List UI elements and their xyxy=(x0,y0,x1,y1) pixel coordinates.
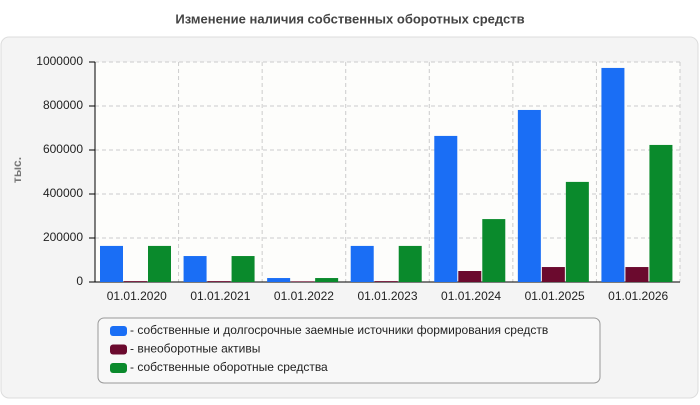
y-axis-label: тыс. xyxy=(10,157,24,183)
legend-label: - внеоборотные активы xyxy=(130,342,260,356)
y-tick-label: 1000000 xyxy=(36,54,83,68)
bar xyxy=(374,281,398,282)
bar xyxy=(517,109,541,283)
bar xyxy=(601,67,625,282)
y-tick-label: 200000 xyxy=(43,230,83,244)
y-tick-label: 800000 xyxy=(43,98,83,112)
bar xyxy=(231,256,255,282)
bar xyxy=(207,281,231,282)
x-tick-label: 01.01.2025 xyxy=(525,289,585,303)
bar xyxy=(148,245,171,282)
legend-swatch xyxy=(110,363,127,373)
legend-box xyxy=(97,317,601,384)
x-tick-label: 01.01.2024 xyxy=(441,289,501,303)
legend-label: - собственные оборотные средства xyxy=(130,360,328,374)
bar xyxy=(350,245,374,282)
bar xyxy=(458,271,482,282)
bar xyxy=(315,278,339,282)
bar xyxy=(434,135,458,282)
legend-swatch xyxy=(110,344,127,355)
bar xyxy=(124,281,147,282)
x-tick-label: 01.01.2023 xyxy=(357,289,417,303)
bar xyxy=(100,245,123,282)
bar xyxy=(291,281,315,282)
bar xyxy=(482,219,506,282)
y-tick-label: 0 xyxy=(76,274,83,288)
x-tick-label: 01.01.2021 xyxy=(190,289,250,303)
bar xyxy=(565,181,589,282)
bar xyxy=(267,278,291,282)
x-tick-label: 01.01.2026 xyxy=(608,289,668,303)
legend-label: - собственные и долгосрочные заемные ист… xyxy=(130,323,548,337)
y-tick-label: 400000 xyxy=(43,186,83,200)
x-tick-label: 01.01.2020 xyxy=(107,289,167,303)
bar xyxy=(398,245,422,282)
legend-swatch xyxy=(110,326,127,336)
y-tick-label: 600000 xyxy=(43,142,83,156)
plot-area xyxy=(95,62,680,282)
x-tick-label: 01.01.2022 xyxy=(274,289,334,303)
bar xyxy=(183,256,207,282)
bar xyxy=(625,267,649,282)
bar xyxy=(541,267,565,282)
chart-title: Изменение наличия собственных оборотных … xyxy=(175,11,524,26)
bar xyxy=(649,144,673,282)
